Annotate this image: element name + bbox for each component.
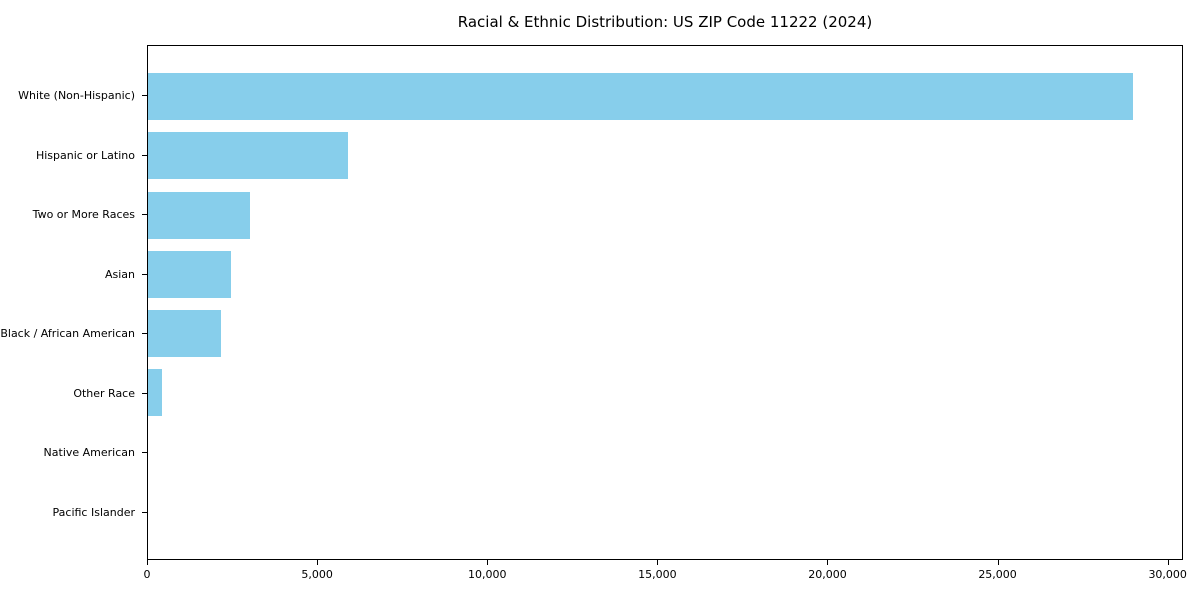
- x-tick-label: 10,000: [467, 568, 507, 581]
- x-axis: 0 5,000 10,000 15,000 20,000 25,000 30,000: [143, 560, 1187, 596]
- bars-area: [148, 46, 1182, 559]
- bar-row-black-african-american: [148, 304, 1182, 363]
- y-axis-labels: White (Non-Hispanic) Hispanic or Latino Tw…: [0, 45, 147, 560]
- bar-asian: [148, 250, 232, 298]
- bar-row-other-race: [148, 363, 1182, 422]
- y-tick-mark: [142, 333, 147, 335]
- y-tick-mark: [142, 392, 147, 394]
- bar-row-white-non-hispanic: [148, 67, 1182, 126]
- x-tick-mark: [487, 560, 489, 565]
- y-tick-row-white-non-hispanic: White (Non-Hispanic): [0, 66, 147, 126]
- bar-hispanic-or-latino: [148, 132, 349, 180]
- y-tick-label: Two or More Races: [32, 208, 135, 222]
- y-tick-mark: [142, 95, 147, 97]
- x-tick-label: 20,000: [808, 568, 847, 581]
- y-tick-label: Hispanic or Latino: [35, 148, 135, 162]
- y-tick-mark: [142, 452, 147, 454]
- y-tick-row-pacific-islander: Pacific Islander: [0, 483, 147, 543]
- y-tick-row-black-african-american: Black / African American: [0, 304, 147, 364]
- y-tick-mark: [142, 511, 147, 513]
- chart-title: Racial & Ethnic Distribution: US ZIP Cod…: [457, 13, 873, 31]
- x-tick-label: 0: [143, 568, 151, 581]
- x-tick-mark: [1167, 560, 1169, 565]
- y-tick-label: Pacific Islander: [52, 505, 135, 519]
- y-tick-row-hispanic-or-latino: Hispanic or Latino: [0, 126, 147, 186]
- y-tick-mark: [142, 214, 147, 216]
- x-tick-mark: [997, 560, 999, 565]
- y-tick-label: Asian: [104, 267, 135, 281]
- x-tick-mark: [657, 560, 659, 565]
- bar-white-non-hispanic: [148, 73, 1133, 121]
- x-tick-label: 15,000: [638, 568, 677, 581]
- y-tick-row-two-or-more-races: Two or More Races: [0, 185, 147, 245]
- bar-row-pacific-islander: [148, 482, 1182, 541]
- bar-row-asian: [148, 245, 1182, 304]
- x-tick-label: 25,000: [978, 568, 1017, 581]
- y-tick-row-asian: Asian: [0, 245, 147, 305]
- y-tick-label: Other Race: [73, 386, 135, 400]
- y-tick-mark: [142, 154, 147, 156]
- bar-other-race: [148, 369, 162, 417]
- x-tick-mark: [317, 560, 319, 565]
- bar-black-african-american: [148, 310, 221, 358]
- y-tick-row-native-american: Native American: [0, 423, 147, 483]
- y-tick-label: Native American: [43, 446, 135, 460]
- bar-row-hispanic-or-latino: [148, 126, 1182, 185]
- bar-row-native-american: [148, 423, 1182, 482]
- y-tick-label: Black / African American: [0, 327, 135, 341]
- y-tick-row-other-race: Other Race: [0, 364, 147, 424]
- x-tick-label: 5,000: [301, 568, 333, 581]
- y-tick-label: White (Non-Hispanic): [18, 89, 135, 103]
- y-tick-mark: [142, 273, 147, 275]
- bar-two-or-more-races: [148, 191, 250, 239]
- x-tick-mark: [827, 560, 829, 565]
- x-tick-mark: [147, 560, 148, 565]
- plot-area: [147, 45, 1183, 560]
- bar-row-two-or-more-races: [148, 186, 1182, 245]
- x-tick-label: 30,000: [1148, 568, 1187, 581]
